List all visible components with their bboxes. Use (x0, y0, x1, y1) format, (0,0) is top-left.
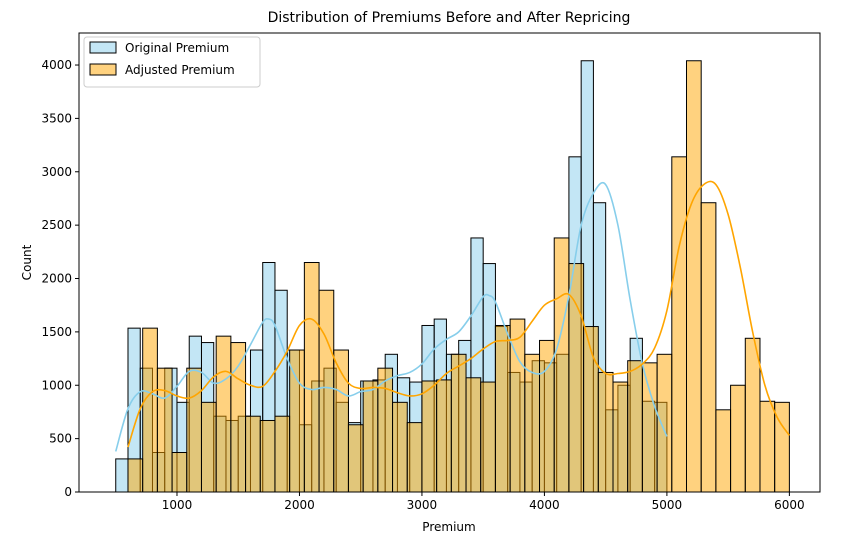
adjusted-bar-25 (494, 324, 511, 493)
adjusted-bar-6 (215, 335, 232, 493)
original-bar-0 (115, 458, 129, 493)
y-tick-label: 1500 (41, 325, 72, 339)
legend-swatch-original (89, 41, 117, 54)
adjusted-bar-1 (142, 327, 158, 493)
adjusted-bar-16 (362, 380, 379, 493)
adjusted-bar-28 (539, 339, 555, 493)
x-tick-label: 1000 (162, 498, 193, 512)
adjusted-bar-32 (597, 371, 614, 493)
adjusted-bar-3 (171, 452, 188, 493)
adjusted-bar-10 (274, 415, 291, 493)
adjusted-bar-21 (436, 379, 452, 493)
original-premium-kde-line (114, 181, 668, 452)
adjusted-premium-kde-line (127, 180, 791, 448)
adjusted-bar-8 (245, 415, 261, 493)
adjusted-bar-40 (715, 409, 732, 493)
legend-label-adjusted: Adjusted Premium (125, 63, 235, 77)
y-axis: 0 500 1000 1500 2000 2500 3000 3500 4000 (41, 58, 79, 499)
adjusted-bar-19 (406, 422, 423, 493)
adjusted-bar-9 (259, 419, 276, 493)
adjusted-bar-12 (303, 262, 320, 493)
adjusted-bar-43 (759, 400, 776, 493)
y-tick-label: 3000 (41, 165, 72, 179)
kde-curves (114, 180, 791, 452)
adjusted-bar-0 (127, 458, 144, 493)
x-axis: 1000 2000 3000 4000 5000 6000 (162, 492, 805, 512)
x-tick-label: 4000 (529, 498, 560, 512)
y-tick-label: 2000 (41, 272, 72, 286)
y-tick-label: 3500 (41, 111, 72, 125)
legend-label-original: Original Premium (125, 41, 229, 55)
adjusted-bar-36 (656, 353, 673, 493)
adjusted-bar-39 (700, 202, 717, 493)
adjusted-bar-38 (685, 60, 702, 493)
adjusted-bar-15 (347, 424, 364, 493)
y-tick-label: 500 (49, 432, 72, 446)
adjusted-bar-29 (553, 237, 570, 493)
x-tick-label: 6000 (774, 498, 805, 512)
adjusted-bar-17 (377, 367, 394, 493)
adjusted-bar-24 (480, 381, 496, 493)
y-axis-label: Count (20, 244, 34, 280)
adjusted-bar-27 (524, 353, 541, 493)
y-tick-label: 2500 (41, 218, 72, 232)
adjusted-bar-35 (641, 362, 658, 493)
adjusted-bar-34 (627, 360, 643, 493)
adjusted-bar-11 (289, 349, 305, 493)
x-tick-label: 5000 (652, 498, 683, 512)
plot-frame (78, 32, 821, 493)
adjusted-bar-5 (200, 401, 217, 493)
y-tick-label: 4000 (41, 58, 72, 72)
adjusted-bar-22 (450, 353, 467, 493)
legend-box (83, 36, 261, 88)
legend-swatch-adjusted (89, 63, 117, 76)
adjusted-bar-13 (318, 289, 335, 493)
legend: Original Premium Adjusted Premium (83, 36, 261, 88)
chart-title: Distribution of Premiums Before and Afte… (268, 10, 631, 26)
x-tick-label: 3000 (407, 498, 438, 512)
y-tick-label: 0 (64, 485, 72, 499)
adjusted-bar-18 (392, 401, 408, 493)
x-tick-label: 2000 (284, 498, 315, 512)
adjusted-bar-30 (568, 263, 585, 493)
adjusted-bar-42 (744, 337, 761, 493)
x-axis-label: Premium (422, 520, 475, 534)
adjusted-bar-23 (465, 377, 482, 493)
adjusted-bar-41 (730, 384, 746, 493)
adjusted-premium-bars (127, 60, 790, 493)
y-tick-label: 1000 (41, 378, 72, 392)
adjusted-bar-4 (186, 367, 202, 493)
adjusted-bar-2 (156, 367, 173, 493)
adjusted-bar-20 (421, 380, 438, 493)
adjusted-bar-33 (612, 381, 629, 493)
adjusted-bar-37 (671, 156, 687, 493)
